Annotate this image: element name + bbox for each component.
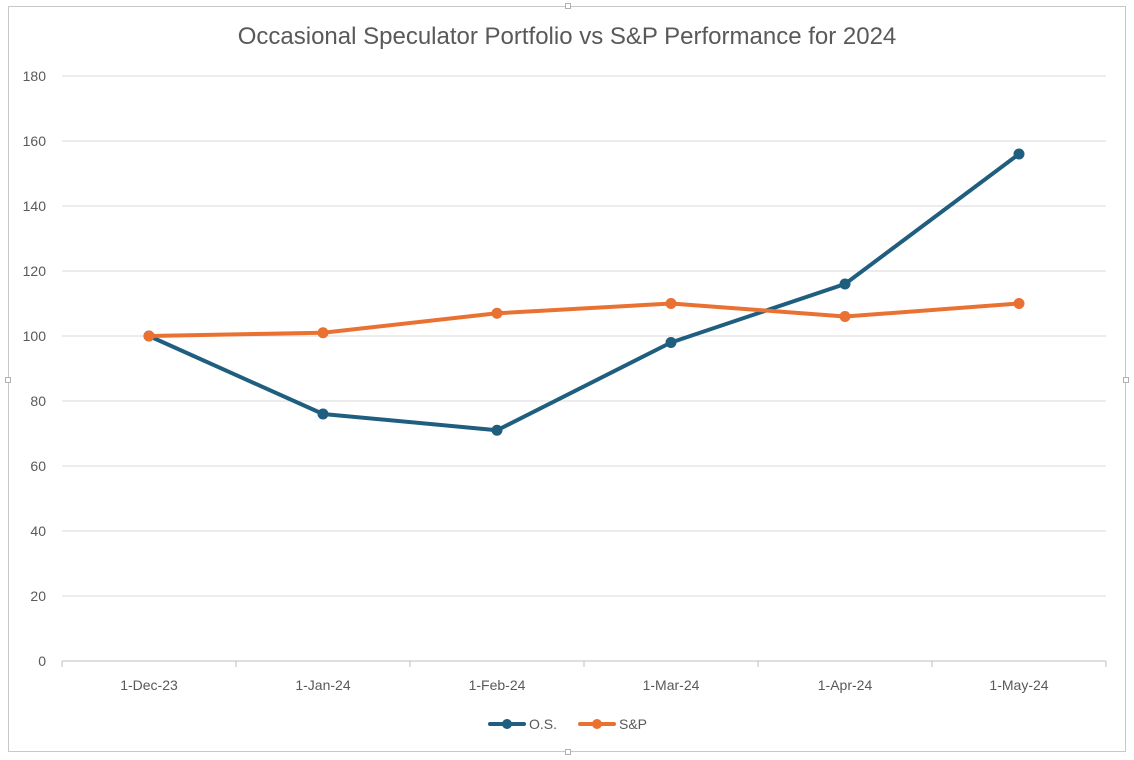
chart-frame[interactable] <box>5 3 1129 755</box>
series-line <box>147 152 1021 433</box>
chart-title: Occasional Speculator Portfolio vs S&P P… <box>238 23 897 50</box>
data-point <box>1013 298 1025 309</box>
y-tick-label: 120 <box>23 263 47 279</box>
legend-label: O.S. <box>529 716 557 732</box>
resize-handle-bottom[interactable] <box>565 749 571 755</box>
x-tick-label: 1-Jan-24 <box>295 677 350 693</box>
y-tick-label: 160 <box>23 133 47 149</box>
y-tick-label: 40 <box>30 523 46 539</box>
legend-label: S&P <box>619 716 647 732</box>
data-point <box>317 327 329 339</box>
data-point <box>491 424 503 436</box>
series-layer <box>143 148 1025 436</box>
legend-entry: O.S. <box>488 716 557 732</box>
x-tick-label: 1-Apr-24 <box>818 677 873 693</box>
legend-entry: S&P <box>578 716 647 732</box>
legend-swatch-marker <box>502 719 512 729</box>
x-tick-label: 1-Dec-23 <box>120 677 178 693</box>
data-point <box>1013 148 1025 160</box>
data-point <box>317 408 329 420</box>
resize-handle-right[interactable] <box>1123 377 1129 383</box>
data-point <box>665 298 677 309</box>
series-line <box>147 301 1021 338</box>
data-point <box>491 307 503 319</box>
data-point <box>143 330 155 342</box>
resize-handle-top[interactable] <box>565 3 571 9</box>
y-tick-label: 60 <box>30 458 46 474</box>
y-tick-label: 20 <box>30 588 46 604</box>
y-tick-label: 140 <box>23 198 47 214</box>
x-tick-label: 1-Feb-24 <box>469 677 526 693</box>
data-point <box>839 278 851 290</box>
y-axis-tick-labels: 0 20 40 60 80 100 120 140 160 180 <box>23 68 47 669</box>
x-tick-label: 1-May-24 <box>989 677 1048 693</box>
series-sp <box>143 298 1025 342</box>
x-axis <box>61 660 1107 667</box>
legend-swatch-marker <box>592 719 602 729</box>
y-tick-label: 80 <box>30 393 46 409</box>
gridlines <box>62 75 1106 597</box>
x-tick-label: 1-Mar-24 <box>643 677 700 693</box>
data-point <box>665 337 677 348</box>
data-point <box>839 311 851 322</box>
y-tick-label: 180 <box>23 68 47 84</box>
series-os <box>143 148 1025 436</box>
x-axis-tick-labels: 1-Dec-23 1-Jan-24 1-Feb-24 1-Mar-24 1-Apr-24… <box>120 677 1049 693</box>
legend: O.S. S&P <box>488 716 647 732</box>
resize-handle-left[interactable] <box>5 377 11 383</box>
y-tick-label: 100 <box>23 328 47 344</box>
y-tick-label: 0 <box>38 653 46 669</box>
